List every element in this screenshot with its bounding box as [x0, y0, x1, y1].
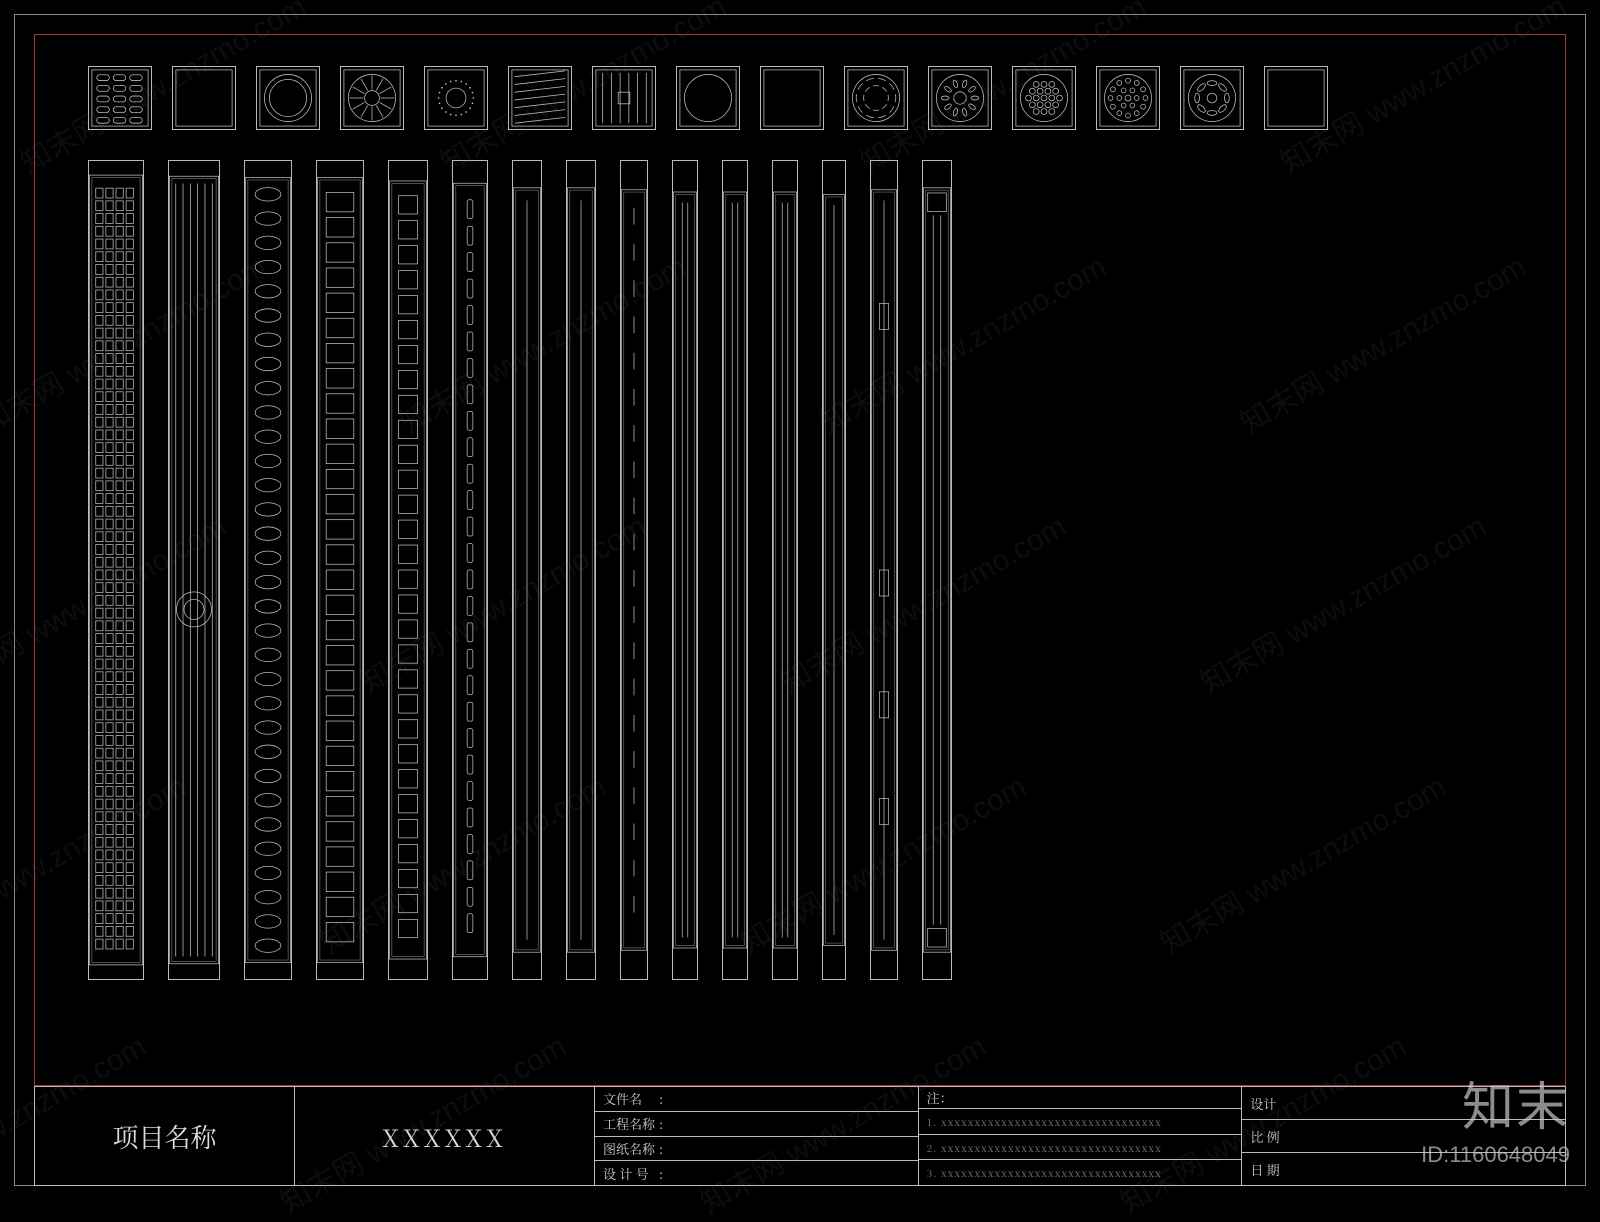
- linear-drain-thin-pair: [722, 160, 748, 980]
- linear-drain-thin-pair: [672, 160, 698, 980]
- linear-drain-oval-col: [244, 160, 292, 980]
- watermark-id-label: ID:: [1421, 1142, 1449, 1167]
- square-drain-arc-slots: [844, 66, 908, 130]
- square-drain-ring: [256, 66, 320, 130]
- square-drain-plain-square: [172, 66, 236, 130]
- title-block-notes: 注：1. xxxxxxxxxxxxxxxxxxxxxxxxxxxxxxxxx2.…: [919, 1087, 1243, 1185]
- notes-header: 注：: [919, 1087, 1242, 1109]
- note-line: 1. xxxxxxxxxxxxxxxxxxxxxxxxxxxxxxxxx: [919, 1109, 1242, 1135]
- square-drain-radial-holes: [1096, 66, 1160, 130]
- linear-drain-center-line: [512, 160, 542, 980]
- tb-row: 设 计 号:: [595, 1161, 918, 1185]
- linear-drain-thin-pair: [772, 160, 798, 980]
- linear-drain-sq-holes: [88, 160, 144, 980]
- square-drain-row: [88, 66, 1328, 130]
- note-line: 3. xxxxxxxxxxxxxxxxxxxxxxxxxxxxxxxxx: [919, 1160, 1242, 1185]
- linear-drain-v-bars: [168, 160, 220, 980]
- linear-drain-thin-single: [822, 160, 846, 980]
- square-drain-plain-square: [760, 66, 824, 130]
- tb-row: 工程名称:: [595, 1112, 918, 1137]
- linear-drain-tick-slots: [870, 160, 898, 980]
- linear-drain-center-dashes: [620, 160, 648, 980]
- title-block: 项目名称 XXXXXX 文件名: 工程名称: 图纸名称: 设 计 号: 注：1.…: [34, 1086, 1566, 1186]
- linear-drain-center-slots: [452, 160, 488, 980]
- square-drain-oval-ring: [1180, 66, 1244, 130]
- project-value: XXXXXX: [295, 1087, 595, 1185]
- square-drain-slotted-diag: [508, 66, 572, 130]
- title-block-rows: 文件名: 工程名称: 图纸名称: 设 计 号:: [595, 1087, 919, 1185]
- square-drain-slotted-oval: [88, 66, 152, 130]
- note-line: 2. xxxxxxxxxxxxxxxxxxxxxxxxxxxxxxxxx: [919, 1135, 1242, 1161]
- linear-drain-rect-slots-narrow: [388, 160, 428, 980]
- square-drain-radial-spokes: [340, 66, 404, 130]
- watermark-id: ID:1160648049: [1421, 1142, 1570, 1168]
- watermark-id-value: 1160648049: [1449, 1142, 1570, 1167]
- square-drain-grille-sq: [592, 66, 656, 130]
- project-label: 项目名称: [35, 1087, 295, 1185]
- linear-drain-center-line: [566, 160, 596, 980]
- square-drain-dot-ring: [424, 66, 488, 130]
- square-drain-petal-ring: [928, 66, 992, 130]
- square-drain-ring-thin: [676, 66, 740, 130]
- linear-drain-row: [88, 160, 952, 980]
- square-drain-hex-grid: [1012, 66, 1076, 130]
- linear-drain-end-squares: [922, 160, 952, 980]
- tb-row: 图纸名称:: [595, 1137, 918, 1162]
- tb-row: 文件名:: [595, 1087, 918, 1112]
- watermark-brand: 知末: [1462, 1065, 1570, 1140]
- square-drain-plain-square: [1264, 66, 1328, 130]
- linear-drain-rect-slots: [316, 160, 364, 980]
